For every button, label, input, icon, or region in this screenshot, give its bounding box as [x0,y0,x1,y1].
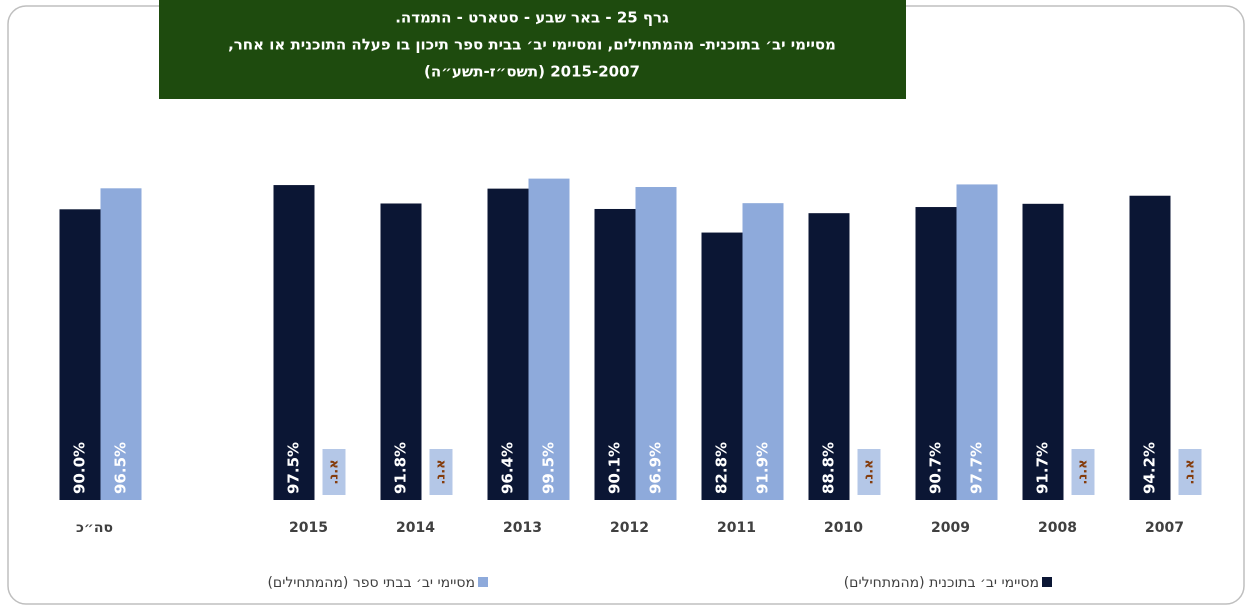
bar [701,232,743,500]
chart-title: מסיימי יב׳ בתוכנית- מהמתחילים, ומסיימי י… [228,36,836,54]
missing-label: א.נ. [1183,459,1198,484]
bar [635,187,677,500]
legend-swatch [1042,577,1052,587]
x-tick-label: 2015 [289,520,328,536]
missing-box [1071,449,1095,495]
chart-title: גרף 25 - באר שבע - סטארט - התמדה. [395,9,669,27]
bar [1129,195,1171,500]
data-label: 96.4% [499,442,517,494]
legend-label: מסיימי יב׳ בתוכנית (מהמתחילים) [844,575,1039,591]
data-label: 99.5% [540,442,558,494]
data-label: 88.8% [820,442,838,494]
data-label: 90.1% [606,442,624,494]
data-label: 96.9% [647,442,665,494]
x-tick-label: 2008 [1038,520,1077,536]
data-label: 96.5% [112,442,130,494]
x-tick-label: 2013 [503,520,542,536]
bar [100,188,142,500]
bar [594,208,636,501]
legend-label: מסיימי יב׳ בבתי ספר (מהמתחילים) [267,575,475,591]
data-label: 91.8% [392,442,410,494]
data-label: 97.5% [285,442,303,494]
bar [528,178,570,501]
title-box [159,0,906,99]
data-label: 94.2% [1141,442,1159,494]
missing-box [322,449,346,495]
bar [59,209,101,501]
x-tick-label: 2011 [717,520,756,536]
x-tick-label: 2010 [824,520,863,536]
bar [915,207,957,500]
bar [808,213,850,500]
bar [1022,203,1064,500]
bar [742,203,784,500]
missing-box [429,449,453,495]
missing-label: א.נ. [434,459,449,484]
x-tick-label: 2012 [610,520,649,536]
bar [273,185,315,500]
bar [956,184,998,500]
data-label: 97.7% [968,442,986,494]
data-label: 90.7% [927,442,945,494]
bar [380,203,422,500]
chart-title: 2015-2007 (תשס״ז-תשע״ה) [424,63,640,81]
missing-label: א.נ. [1076,459,1091,484]
data-label: 91.7% [1034,442,1052,494]
x-tick-label: סה״כ [76,520,113,536]
missing-label: א.נ. [862,459,877,484]
data-label: 90.0% [71,442,89,494]
x-tick-label: 2009 [931,520,970,536]
x-tick-label: 2014 [396,520,435,536]
bar [487,188,529,501]
missing-box [857,449,881,495]
missing-box [1178,449,1202,495]
data-label: 82.8% [713,442,731,494]
data-label: 91.9% [754,442,772,494]
missing-label: א.נ. [327,459,342,484]
legend-swatch [478,577,488,587]
x-tick-label: 2007 [1145,520,1184,536]
